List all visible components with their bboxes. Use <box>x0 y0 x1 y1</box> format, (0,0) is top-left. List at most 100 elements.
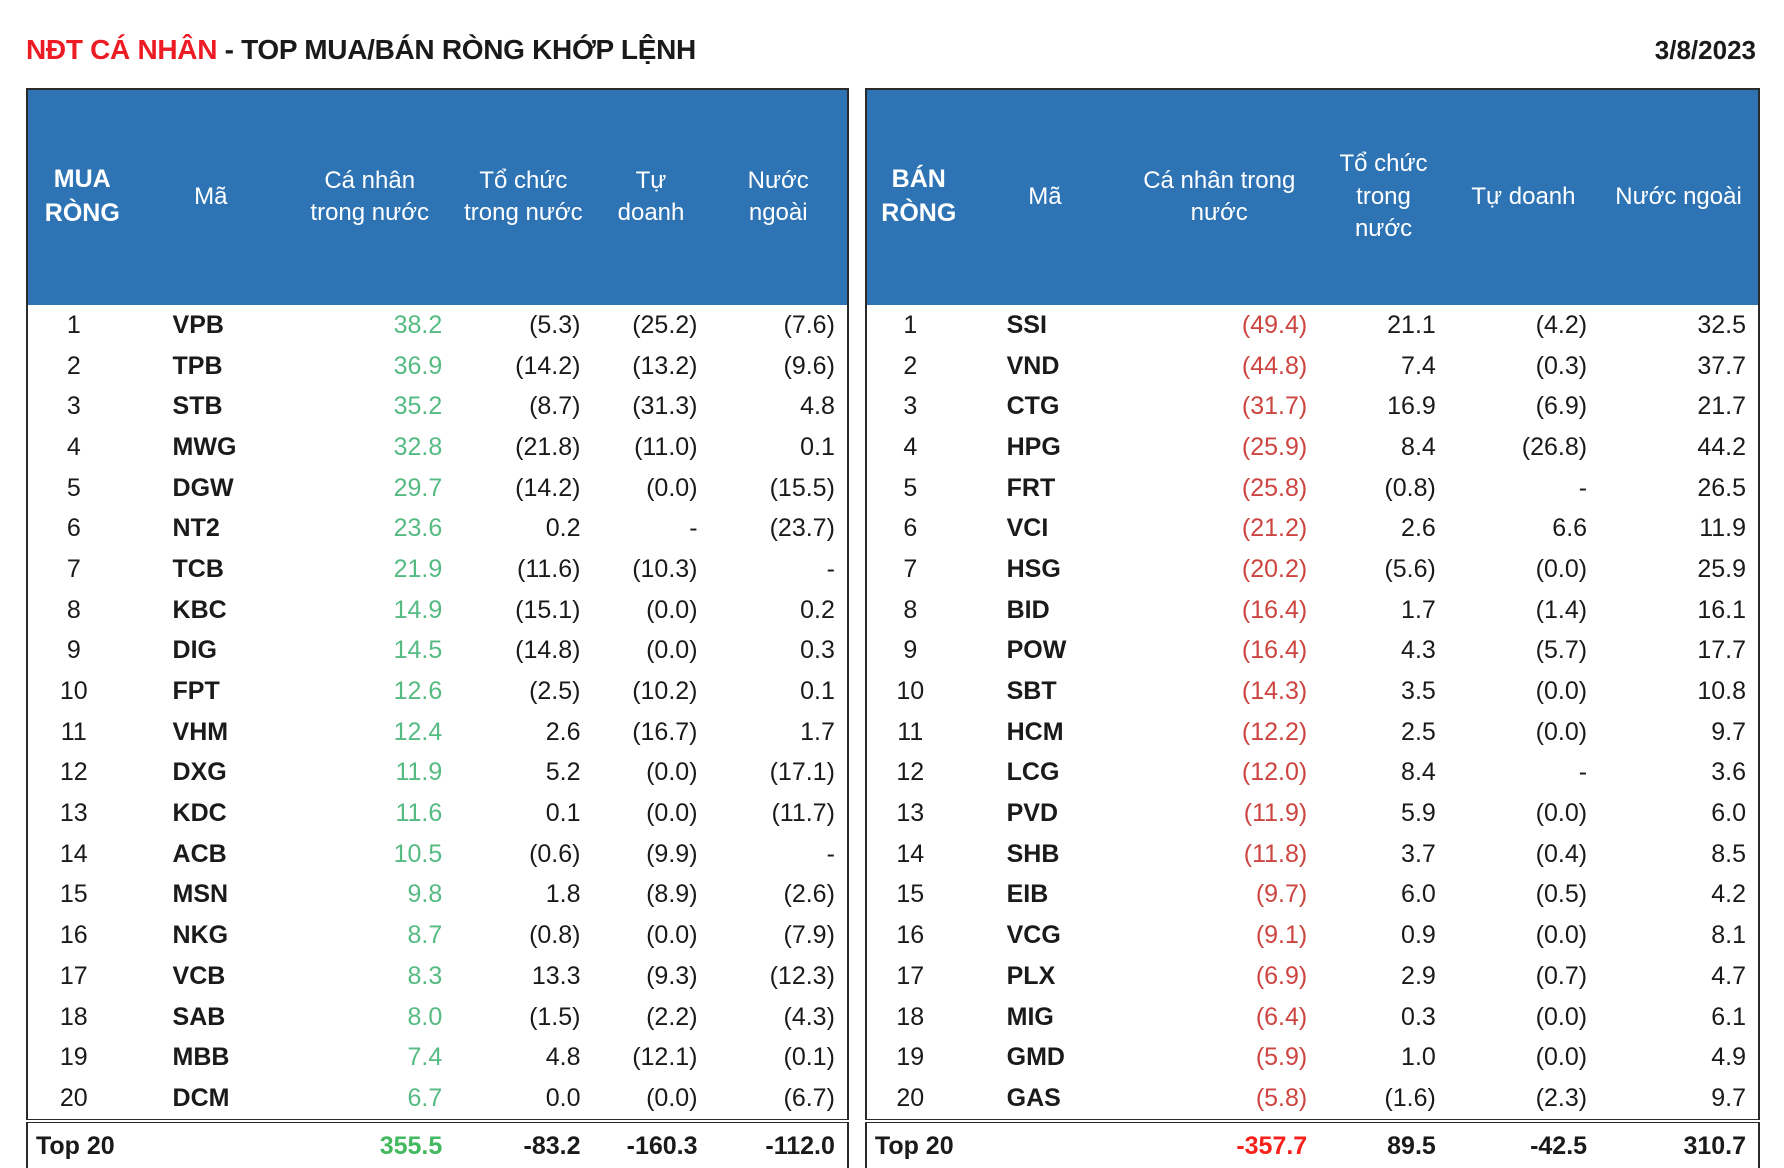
individual-cell: 11.6 <box>395 799 443 828</box>
rank-cell: 4 <box>66 432 81 461</box>
sell-total-proprietary: -42.5 <box>1447 1118 1600 1168</box>
rank-cell: 17 <box>896 961 925 990</box>
foreign-cell: 1.7 <box>800 717 835 746</box>
individual-cell: (12.2) <box>1241 717 1308 746</box>
rank-cell: 15 <box>59 880 88 909</box>
buy-header-group: MUA RÒNG <box>27 89 137 305</box>
institution-cell: 0.1 <box>545 799 581 828</box>
ticker-cell: TPB <box>172 351 223 380</box>
proprietary-cell: (9.9) <box>646 839 698 868</box>
institution-cell: 7.4 <box>1401 351 1436 380</box>
proprietary-cell: (0.3) <box>1535 351 1588 380</box>
ticker-cell: DXG <box>172 758 227 787</box>
institution-cell: (14.2) <box>515 351 581 380</box>
table-row: 15 MSN 9.8 1.8 (8.9) (2.6) <box>27 875 848 916</box>
foreign-cell: 8.1 <box>1711 921 1746 950</box>
foreign-cell: (15.5) <box>769 473 835 502</box>
foreign-cell: (17.1) <box>769 758 835 787</box>
rank-cell: 19 <box>896 1043 925 1072</box>
institution-cell: 2.5 <box>1401 717 1436 746</box>
table-row: 4 HPG (25.9) 8.4 (26.8) 44.2 <box>866 427 1759 468</box>
proprietary-cell: (0.7) <box>1535 961 1588 990</box>
table-row: 5 DGW 29.7 (14.2) (0.0) (15.5) <box>27 468 848 509</box>
foreign-cell: (6.7) <box>783 1083 835 1112</box>
proprietary-cell: (16.7) <box>632 717 698 746</box>
proprietary-cell: (0.0) <box>1535 921 1588 950</box>
individual-cell: 38.2 <box>393 310 443 339</box>
individual-cell: 8.3 <box>407 961 443 990</box>
rank-cell: 19 <box>59 1043 88 1072</box>
rank-cell: 9 <box>903 636 918 665</box>
buy-header-institution: Tổ chức trong nước <box>454 89 593 305</box>
ticker-cell: KDC <box>172 799 227 828</box>
table-row: 20 DCM 6.7 0.0 (0.0) (6.7) <box>27 1078 848 1121</box>
ticker-cell: MBB <box>172 1043 230 1072</box>
rank-cell: 11 <box>897 717 924 746</box>
ticker-cell: PVD <box>1006 799 1059 828</box>
rank-cell: 11 <box>60 717 87 746</box>
rank-cell: 5 <box>66 473 81 502</box>
individual-cell: 35.2 <box>393 392 443 421</box>
institution-cell: (14.2) <box>515 473 581 502</box>
buy-table-header: MUA RÒNG Mã Cá nhân trong nước Tổ chức t… <box>27 89 848 305</box>
ticker-cell: DGW <box>172 473 234 502</box>
institution-cell: 3.7 <box>1401 839 1436 868</box>
ticker-cell: DIG <box>172 636 217 665</box>
proprietary-cell: (10.3) <box>632 554 698 583</box>
proprietary-cell: (0.0) <box>1535 717 1588 746</box>
foreign-cell: 4.2 <box>1711 880 1746 909</box>
foreign-cell: 4.7 <box>1711 961 1746 990</box>
table-row: 20 GAS (5.8) (1.6) (2.3) 9.7 <box>866 1078 1759 1121</box>
ticker-cell: GMD <box>1006 1043 1065 1072</box>
individual-cell: (12.0) <box>1241 758 1308 787</box>
foreign-cell: 6.1 <box>1711 1002 1746 1031</box>
individual-cell: 14.5 <box>393 636 443 665</box>
foreign-cell: (9.6) <box>783 351 835 380</box>
table-row: 12 DXG 11.9 5.2 (0.0) (17.1) <box>27 753 848 794</box>
ticker-cell: MWG <box>172 432 237 461</box>
table-row: 8 KBC 14.9 (15.1) (0.0) 0.2 <box>27 590 848 631</box>
table-row: 4 MWG 32.8 (21.8) (11.0) 0.1 <box>27 427 848 468</box>
title-bar: NĐT CÁ NHÂN - TOP MUA/BÁN RÒNG KHỚP LỆNH… <box>26 16 1760 66</box>
table-row: 9 POW (16.4) 4.3 (5.7) 17.7 <box>866 631 1759 672</box>
institution-cell: 0.3 <box>1401 1002 1436 1031</box>
institution-cell: (14.8) <box>515 636 581 665</box>
proprietary-cell: - <box>1578 758 1588 787</box>
ticker-cell: NT2 <box>172 514 220 543</box>
table-row: 14 SHB (11.8) 3.7 (0.4) 8.5 <box>866 834 1759 875</box>
buy-total-row: Top 20 355.5 -83.2 -160.3 -112.0 <box>27 1118 848 1168</box>
individual-cell: 32.8 <box>393 432 443 461</box>
individual-cell: (16.4) <box>1241 595 1308 624</box>
rank-cell: 18 <box>59 1002 88 1031</box>
buy-total-institution: -83.2 <box>454 1118 593 1168</box>
rank-cell: 12 <box>59 758 88 787</box>
rank-cell: 3 <box>903 392 918 421</box>
ticker-cell: MSN <box>172 880 229 909</box>
individual-cell: 23.6 <box>393 514 443 543</box>
table-row: 15 EIB (9.7) 6.0 (0.5) 4.2 <box>866 875 1759 916</box>
proprietary-cell: (31.3) <box>632 392 698 421</box>
institution-cell: (0.8) <box>529 921 581 950</box>
proprietary-cell: (0.0) <box>1535 799 1588 828</box>
rank-cell: 9 <box>66 636 81 665</box>
page-title: NĐT CÁ NHÂN - TOP MUA/BÁN RÒNG KHỚP LỆNH <box>26 34 696 66</box>
individual-cell: 6.7 <box>407 1083 443 1112</box>
institution-cell: (0.6) <box>529 839 581 868</box>
table-row: 5 FRT (25.8) (0.8) - 26.5 <box>866 468 1759 509</box>
proprietary-cell: (10.2) <box>632 677 698 706</box>
individual-cell: 12.4 <box>393 717 443 746</box>
ticker-cell: DCM <box>172 1083 230 1112</box>
ticker-cell: MIG <box>1006 1002 1054 1031</box>
rank-cell: 8 <box>903 595 918 624</box>
rank-cell: 6 <box>903 514 918 543</box>
table-row: 1 SSI (49.4) 21.1 (4.2) 32.5 <box>866 305 1759 346</box>
rank-cell: 17 <box>59 961 88 990</box>
rank-cell: 14 <box>896 839 925 868</box>
proprietary-cell: (4.2) <box>1535 310 1588 339</box>
table-row: 13 PVD (11.9) 5.9 (0.0) 6.0 <box>866 793 1759 834</box>
proprietary-cell: (0.0) <box>646 758 698 787</box>
foreign-cell: (2.6) <box>783 880 835 909</box>
foreign-cell: 17.7 <box>1697 636 1746 665</box>
table-row: 17 VCB 8.3 13.3 (9.3) (12.3) <box>27 956 848 997</box>
individual-cell: 10.5 <box>393 839 443 868</box>
